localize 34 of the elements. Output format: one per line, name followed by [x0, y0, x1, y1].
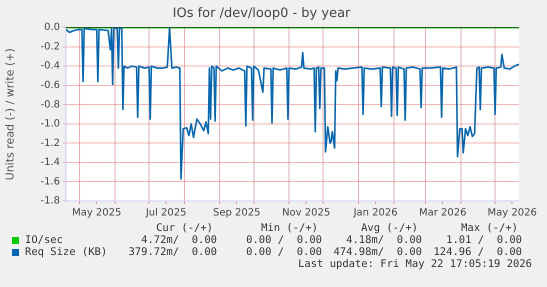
y-tick-label: -0.2 [40, 41, 60, 52]
x-tick-label: May 2026 [488, 208, 537, 219]
y-tick-label: -1.6 [40, 176, 60, 188]
text: 1.01 / 0.00 [446, 234, 522, 246]
text: 474.98m/ 0.00 [333, 246, 422, 258]
y-tick-label: -0.8 [40, 99, 60, 110]
x-tick-label: Jan 2026 [352, 208, 398, 219]
text: Min (-/+) [261, 222, 318, 234]
x-tick-label: Mar 2026 [418, 208, 466, 219]
x-tick-label: Nov 2025 [282, 208, 330, 219]
text: 4.72m/ 0.00 [141, 234, 217, 246]
text: 0.00 / 0.00 [246, 246, 322, 258]
x-tick-label: Sep 2025 [212, 208, 260, 219]
text: 4.18m/ 0.00 [346, 234, 422, 246]
y-axis-title: Units read (-) / write (+) [3, 48, 16, 180]
x-tick-label: May 2025 [72, 208, 122, 219]
y-tick-label: -1.2 [40, 138, 60, 149]
text: 0.00 / 0.00 [246, 234, 322, 246]
text: Last update: Fri May 22 17:05:19 2026 [298, 258, 532, 270]
y-tick-label: -1.0 [40, 118, 60, 130]
text: 124.96 / 0.00 [433, 246, 522, 258]
y-tick-label: -0.6 [40, 80, 60, 91]
legend-label: IO/sec [25, 234, 63, 246]
legend-label: Req Size (KB) [25, 246, 108, 258]
chart-title: IOs for /dev/loop0 - by year [172, 6, 352, 22]
y-tick-label: -0.4 [40, 60, 60, 72]
y-tick-label: 0.0 [44, 22, 60, 34]
y-tick-label: -1.8 [40, 196, 60, 207]
x-tick-label: Jul 2025 [144, 208, 187, 219]
text: Cur (-/+) [156, 222, 213, 234]
text: 379.72m/ 0.00 [128, 246, 217, 258]
text: Max (-/+) [461, 222, 518, 234]
y-tick-label: -1.4 [40, 157, 60, 168]
text: Avg (-/+) [361, 222, 418, 234]
